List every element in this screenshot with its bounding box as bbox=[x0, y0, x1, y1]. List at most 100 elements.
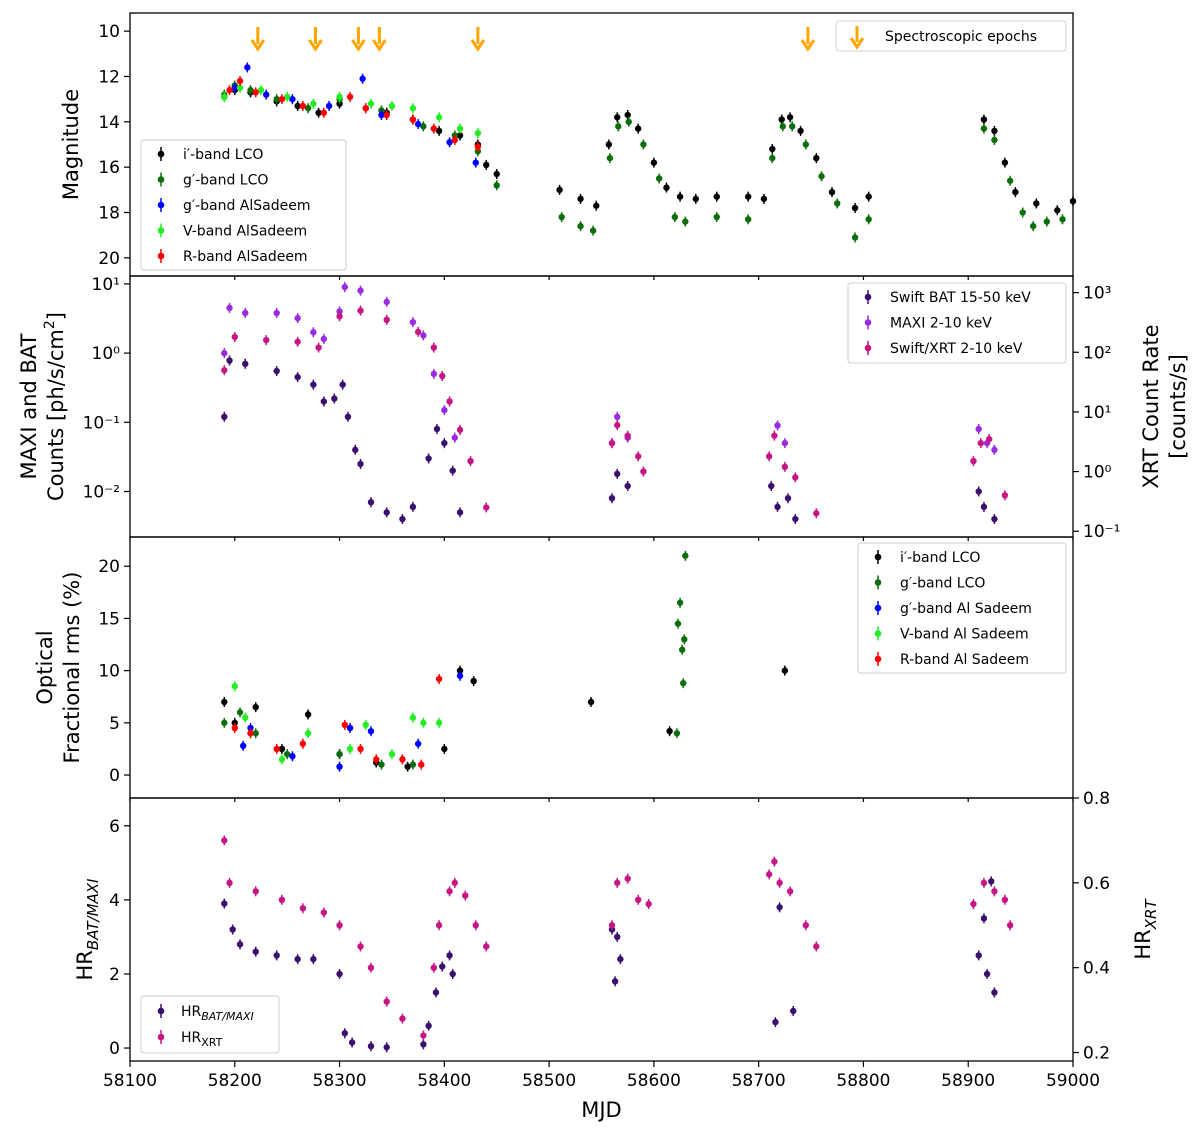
optical-point bbox=[1033, 200, 1040, 207]
optical-point bbox=[236, 77, 244, 85]
optical-point bbox=[1029, 222, 1037, 230]
xray-point bbox=[614, 470, 621, 478]
hr-y2tick-label: 0.8 bbox=[1083, 789, 1110, 809]
optical-point bbox=[294, 102, 301, 110]
optical-point bbox=[788, 123, 796, 130]
rms-point bbox=[346, 745, 354, 753]
xray-point bbox=[310, 381, 317, 388]
xray-point bbox=[614, 413, 621, 421]
rms-point bbox=[239, 742, 247, 749]
optical-point bbox=[378, 111, 385, 119]
rms-point bbox=[252, 730, 259, 737]
hr-point bbox=[983, 970, 991, 978]
hr-point bbox=[634, 896, 642, 904]
rms-point bbox=[336, 750, 343, 758]
rms-point bbox=[278, 756, 286, 763]
arrow-head bbox=[372, 39, 387, 52]
xray-ytick-label: 10⁻¹ bbox=[83, 413, 120, 433]
rms-point bbox=[441, 745, 448, 753]
hr-ytick-label: 2 bbox=[109, 965, 120, 985]
hr-legend-sub: XRT bbox=[201, 1036, 222, 1049]
hr-point bbox=[341, 1030, 348, 1037]
optical-point bbox=[320, 109, 328, 116]
xray-point bbox=[352, 446, 359, 454]
rms-legend: i′-band LCO g′-band LCO g′-band Al Sadeem V… bbox=[857, 542, 1067, 674]
optical-point bbox=[362, 105, 369, 112]
rms-ytick-label: 20 bbox=[98, 557, 120, 577]
optical-point bbox=[980, 125, 988, 132]
xray-point bbox=[624, 482, 631, 490]
hr-legend-main: HR bbox=[181, 1004, 202, 1020]
rms-point bbox=[221, 719, 228, 727]
hr-point bbox=[320, 909, 328, 916]
optical-point bbox=[388, 102, 396, 110]
arrow-head bbox=[308, 39, 323, 52]
hr-point bbox=[439, 963, 446, 970]
optical-point bbox=[409, 116, 417, 123]
optical-point bbox=[865, 193, 872, 200]
hr-point bbox=[383, 998, 390, 1005]
optical-point bbox=[367, 100, 375, 107]
rms-point bbox=[676, 599, 684, 606]
rms-point bbox=[409, 714, 417, 721]
hr-point bbox=[221, 837, 228, 844]
rms-series bbox=[221, 550, 789, 772]
optical-legend-label: g′-band LCO bbox=[183, 173, 268, 189]
xray-point bbox=[975, 425, 982, 433]
hr-point bbox=[776, 904, 783, 911]
xray-point bbox=[367, 499, 375, 506]
optical-point bbox=[257, 86, 265, 94]
optical-legend-marker bbox=[157, 252, 165, 260]
xray-ylabel-superscript: 2 bbox=[42, 320, 58, 329]
optical-point bbox=[310, 100, 317, 107]
xray-point bbox=[294, 373, 301, 381]
optical-point bbox=[671, 213, 679, 221]
hr-legend-marker bbox=[157, 1033, 165, 1041]
hr-legend-main: HR bbox=[181, 1030, 202, 1046]
xray-point bbox=[231, 333, 238, 341]
optical-point bbox=[472, 159, 479, 166]
xray-point bbox=[768, 482, 775, 490]
xray-point bbox=[425, 455, 432, 462]
optical-point bbox=[760, 195, 768, 203]
rms-point bbox=[470, 677, 477, 685]
rms-point bbox=[388, 750, 396, 758]
spectroscopic-epoch-arrow bbox=[250, 27, 266, 52]
hr-point bbox=[790, 1007, 797, 1015]
rms-point bbox=[289, 753, 296, 760]
optical-point bbox=[435, 127, 443, 135]
optical-point bbox=[556, 186, 563, 194]
xray-point bbox=[977, 439, 984, 447]
xray-y2tick-label: 10² bbox=[1083, 343, 1111, 363]
xray-point bbox=[221, 349, 228, 357]
xtick-label: 58300 bbox=[313, 1071, 367, 1091]
rms-point bbox=[674, 620, 682, 627]
rms-ylabel-line1: Optical bbox=[33, 630, 57, 704]
xray-point bbox=[273, 309, 280, 317]
optical-point bbox=[577, 195, 584, 203]
optical-legend-label: i′-band LCO bbox=[183, 147, 263, 163]
hr-y2tick-label: 0.2 bbox=[1083, 1044, 1110, 1064]
optical-point bbox=[247, 86, 254, 94]
xray-point bbox=[1001, 492, 1009, 499]
optical-point bbox=[606, 154, 614, 162]
hr-point bbox=[614, 879, 621, 887]
hr-point bbox=[449, 970, 456, 978]
xray-point bbox=[320, 335, 328, 343]
rms-point bbox=[336, 763, 343, 770]
xray-legend: Swift BAT 15-50 keV MAXI 2-10 keV Swift/XR… bbox=[847, 282, 1067, 364]
optical-point bbox=[221, 93, 228, 101]
optical-point bbox=[692, 195, 699, 203]
xray-point bbox=[331, 395, 338, 402]
arrow-head bbox=[470, 39, 486, 52]
rms-legend-label: i′-band LCO bbox=[900, 550, 980, 566]
rms-ylabel-line2: Fractional rms (%) bbox=[60, 572, 84, 764]
rms-legend-label: R-band Al Sadeem bbox=[900, 652, 1029, 668]
hr-point bbox=[772, 1018, 779, 1026]
hr-legend-marker bbox=[157, 1007, 165, 1015]
arrow-head bbox=[250, 39, 266, 52]
xray-point bbox=[980, 503, 988, 511]
xray-point bbox=[294, 314, 301, 322]
optical-point bbox=[779, 123, 786, 130]
rms-legend-marker bbox=[874, 655, 882, 663]
